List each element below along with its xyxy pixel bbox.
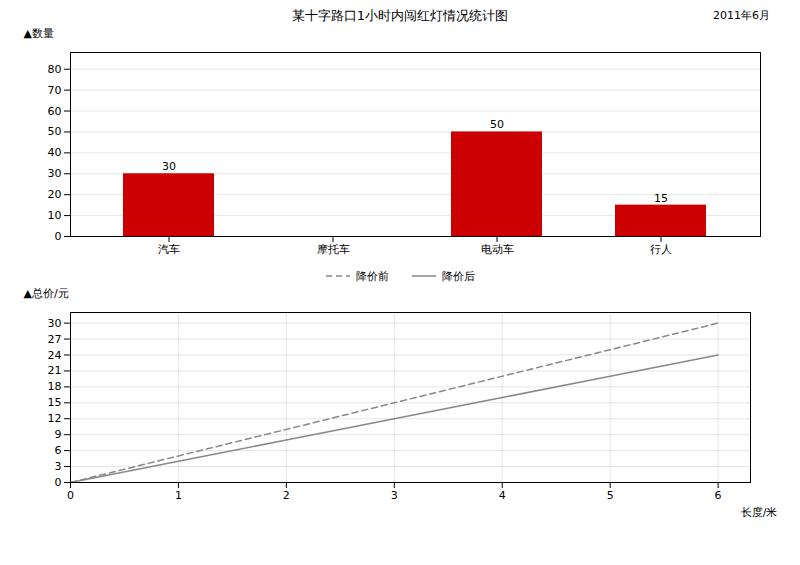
svg-text:▲总价/元: ▲总价/元 — [24, 287, 69, 300]
svg-text:5: 5 — [607, 489, 614, 502]
svg-text:15: 15 — [48, 396, 62, 409]
svg-text:27: 27 — [48, 333, 62, 346]
svg-text:70: 70 — [48, 84, 62, 97]
svg-text:2: 2 — [283, 489, 290, 502]
svg-text:6: 6 — [715, 489, 722, 502]
svg-text:0: 0 — [55, 476, 62, 489]
html-text:降价后: 降价后 — [442, 269, 475, 283]
svg-text:行人: 行人 — [650, 243, 672, 256]
html-text:某十字路口1小时内闯红灯情况统计图: 某十字路口1小时内闯红灯情况统计图 — [291, 8, 509, 23]
svg-text:30: 30 — [48, 167, 62, 180]
svg-text:50: 50 — [48, 125, 62, 138]
svg-text:1: 1 — [175, 489, 182, 502]
svg-text:电动车: 电动车 — [481, 243, 514, 256]
svg-text:6: 6 — [55, 444, 62, 457]
svg-text:摩托车: 摩托车 — [317, 243, 350, 256]
svg-text:0: 0 — [55, 230, 62, 243]
svg-text:30: 30 — [48, 317, 62, 330]
svg-text:12: 12 — [48, 412, 62, 425]
svg-text:3: 3 — [391, 489, 398, 502]
svg-text:40: 40 — [48, 146, 62, 159]
svg-text:15: 15 — [654, 192, 668, 205]
svg-text:60: 60 — [48, 105, 62, 118]
svg-text:10: 10 — [48, 209, 62, 222]
html-text:2011年6月: 2011年6月 — [713, 9, 770, 22]
svg-text:9: 9 — [55, 428, 62, 441]
svg-text:50: 50 — [490, 118, 504, 131]
svg-text:30: 30 — [162, 160, 176, 173]
svg-text:长度/米: 长度/米 — [741, 506, 778, 519]
svg-text:21: 21 — [48, 364, 62, 377]
svg-text:汽车: 汽车 — [158, 243, 180, 256]
svg-text:24: 24 — [48, 349, 62, 362]
svg-text:80: 80 — [48, 63, 62, 76]
svg-text:4: 4 — [499, 489, 506, 502]
svg-text:18: 18 — [48, 380, 62, 393]
svg-text:0: 0 — [67, 489, 74, 502]
svg-text:3: 3 — [55, 460, 62, 473]
html-text:降价前: 降价前 — [356, 269, 389, 283]
svg-text:20: 20 — [48, 188, 62, 201]
svg-text:▲数量: ▲数量 — [24, 27, 54, 40]
